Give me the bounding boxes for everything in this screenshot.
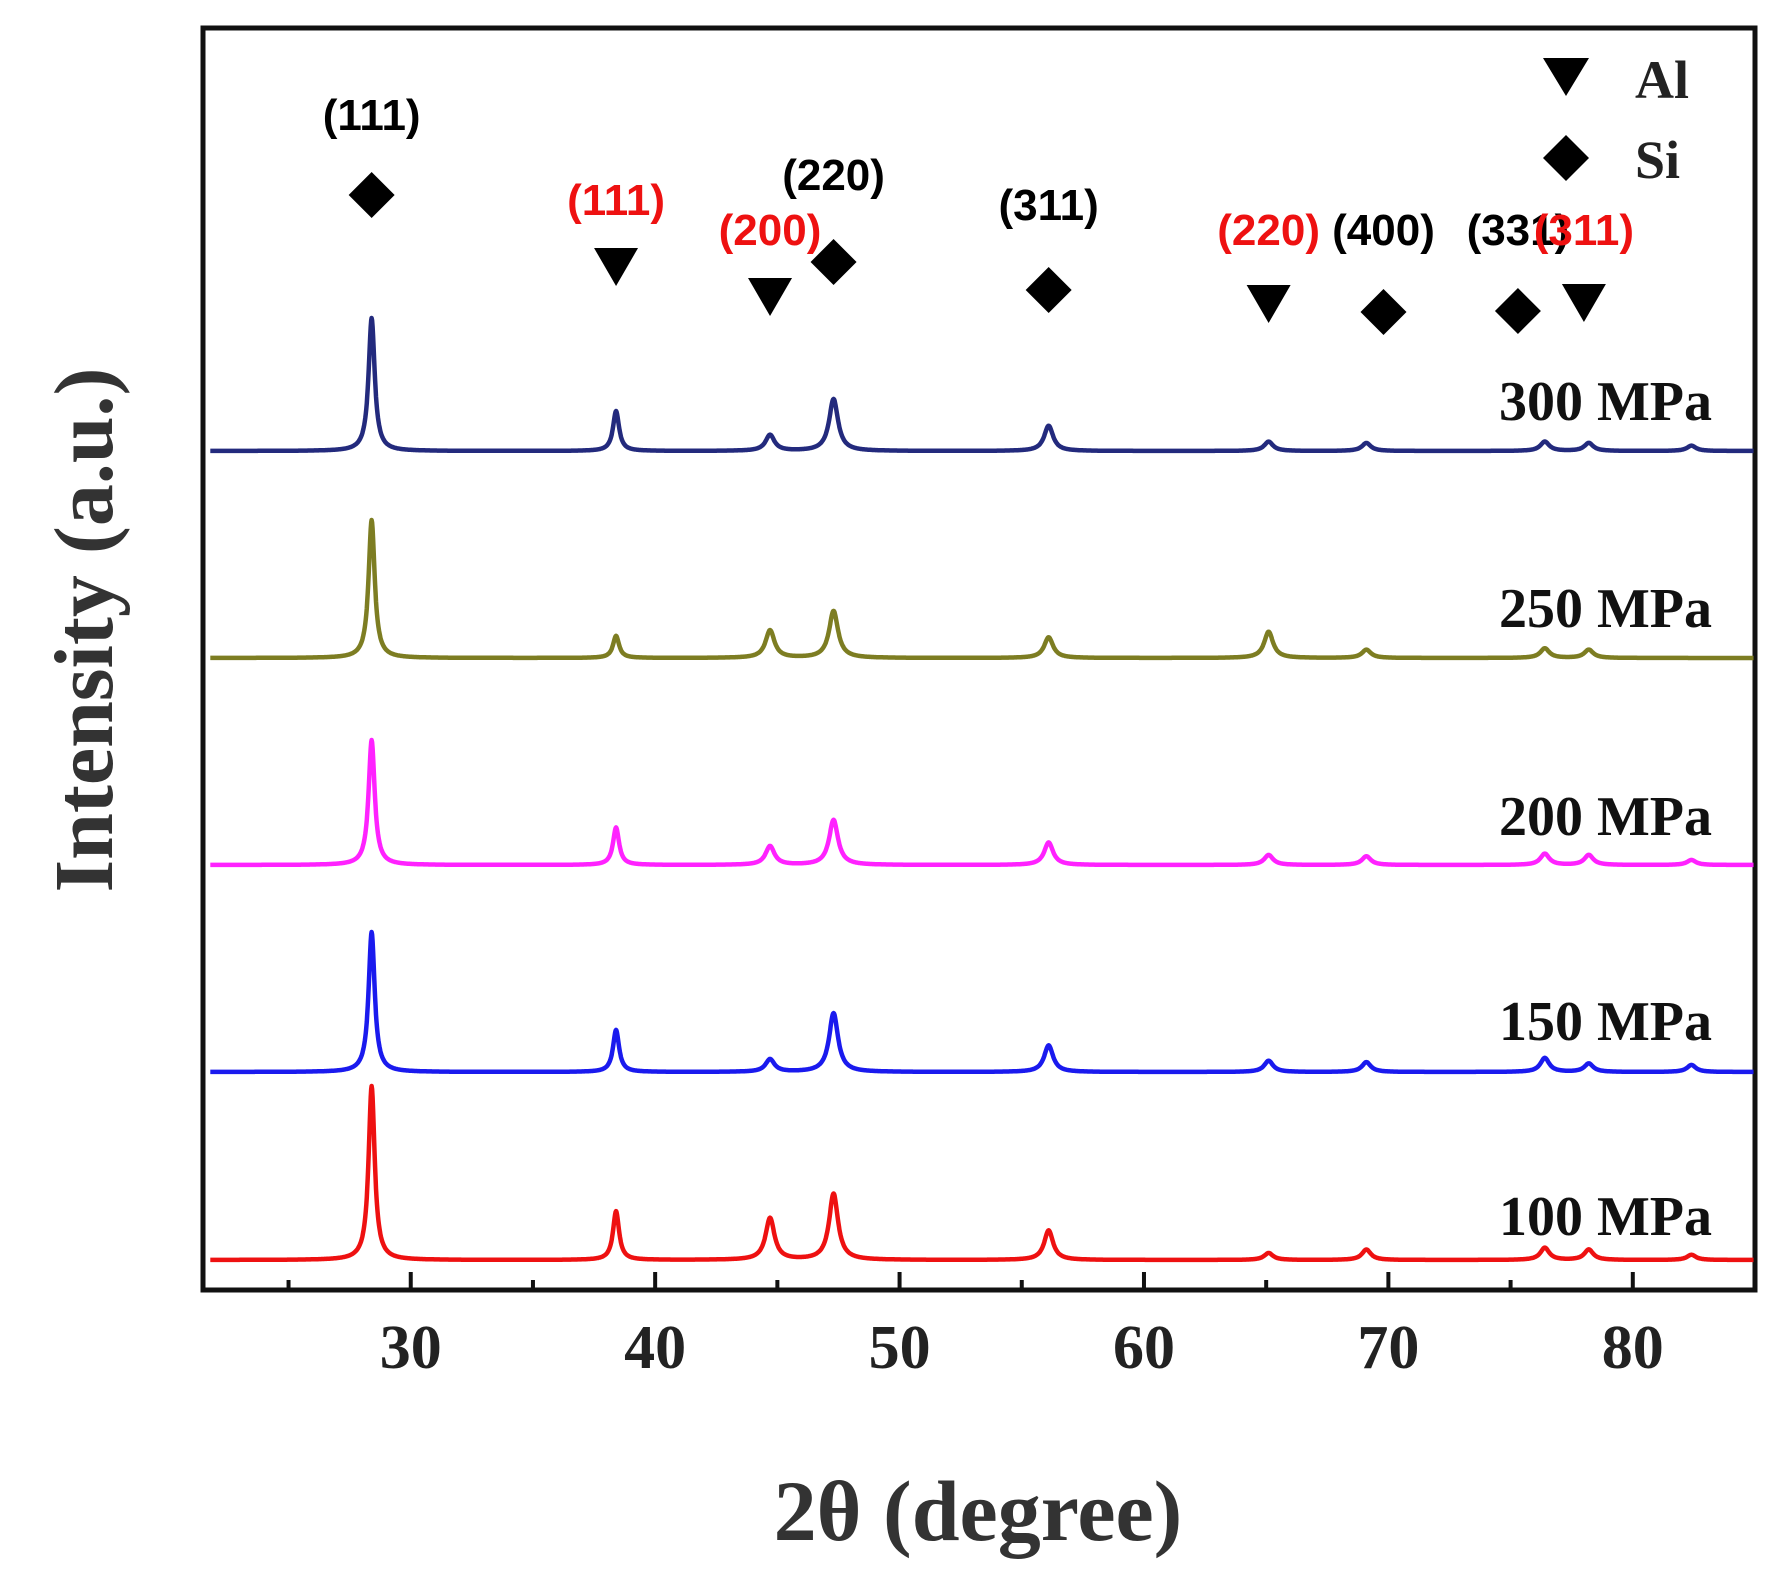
series-label: 100 MPa xyxy=(1499,1186,1712,1248)
series-label: 150 MPa xyxy=(1499,991,1712,1053)
peak-label: (111) xyxy=(323,91,421,140)
si-diamond-marker xyxy=(348,172,395,218)
series-line-300-mpa xyxy=(208,315,1756,454)
x-tick-label: 30 xyxy=(380,1314,442,1382)
si-diamond-marker xyxy=(1025,267,1072,313)
series-line-100-mpa xyxy=(208,1083,1756,1263)
peak-label: (400) xyxy=(1332,206,1435,255)
series-label: 250 MPa xyxy=(1499,578,1712,640)
x-tick-label: 60 xyxy=(1113,1314,1175,1382)
peak-label: (331) xyxy=(1467,206,1570,255)
series-line-150-mpa xyxy=(208,929,1756,1075)
series-line-250-mpa xyxy=(208,517,1756,661)
x-tick-label: 70 xyxy=(1357,1314,1419,1382)
si-diamond-marker xyxy=(1360,289,1407,335)
si-diamond-marker xyxy=(1494,288,1541,334)
x-tick-label: 40 xyxy=(624,1314,686,1382)
series-traces xyxy=(208,315,1756,1263)
al-triangle-marker xyxy=(1561,284,1606,322)
plot-frame xyxy=(200,25,1758,1293)
x-axis-ticks xyxy=(286,1272,1635,1290)
al-legend-triangle-icon xyxy=(1543,58,1589,96)
al-triangle-marker xyxy=(594,248,639,286)
series-labels: 300 MPa 250 MPa 200 MPa 150 MPa 100 MPa xyxy=(1499,371,1712,1248)
peak-label: (220) xyxy=(1217,206,1320,255)
phase-legend: Al Si xyxy=(1543,50,1689,190)
peak-label: (311) xyxy=(1534,206,1634,255)
peak-label: (220) xyxy=(782,151,885,200)
series-line-200-mpa xyxy=(208,737,1756,868)
series-label: 200 MPa xyxy=(1499,786,1712,848)
peak-annotations: (111)(111)(200)(220)(311)(220) (400) (331)… xyxy=(323,91,1634,335)
y-axis-label: Intensity (a.u.) xyxy=(38,367,131,892)
al-triangle-marker xyxy=(748,278,793,316)
x-tick-label: 50 xyxy=(869,1314,931,1382)
legend-label: Si xyxy=(1635,130,1680,190)
x-axis-label: 2θ (degree) xyxy=(774,1463,1183,1559)
peak-label: (200) xyxy=(719,206,822,255)
al-triangle-marker xyxy=(1246,285,1291,323)
peak-label: (111) xyxy=(567,176,665,225)
x-tick-label: 80 xyxy=(1602,1314,1664,1382)
si-diamond-marker xyxy=(810,239,857,285)
legend-label: Al xyxy=(1635,50,1689,110)
series-label: 300 MPa xyxy=(1499,371,1712,433)
si-legend-diamond-icon xyxy=(1543,135,1589,181)
peak-label: (311) xyxy=(999,181,1099,230)
x-axis-tick-labels: 30 40 50 60 70 80 xyxy=(380,1314,1664,1382)
